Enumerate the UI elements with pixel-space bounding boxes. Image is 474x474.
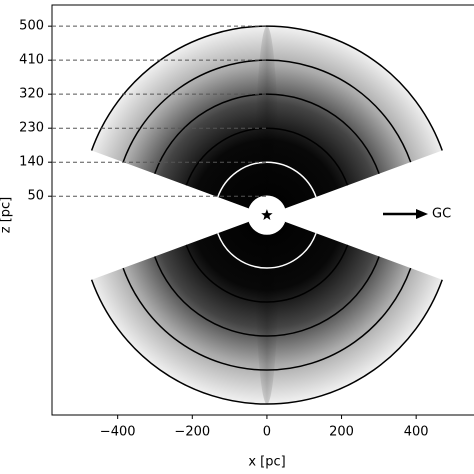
arc <box>90 25 443 151</box>
arc <box>217 161 317 198</box>
arc <box>154 256 380 337</box>
y-tick-label: 140 <box>19 155 44 170</box>
y-tick-label: 500 <box>19 19 44 34</box>
y-tick-label: 410 <box>19 53 44 68</box>
x-tick-label: 400 <box>404 425 429 440</box>
y-axis-label: z [pc] <box>0 197 14 234</box>
x-tick-label: 200 <box>329 425 354 440</box>
arc <box>122 267 412 371</box>
arrow-head <box>416 209 428 219</box>
y-tick-label: 320 <box>19 87 44 102</box>
y-tick-label: 230 <box>19 121 44 136</box>
arc <box>185 244 349 303</box>
arc <box>217 232 317 269</box>
x-axis-label: x [pc] <box>248 455 285 470</box>
x-tick-label: −200 <box>174 425 210 440</box>
sun-marker <box>261 209 273 220</box>
density-column <box>254 26 279 216</box>
arc <box>185 127 349 186</box>
y-tick-label: 50 <box>27 189 44 204</box>
x-tick-label: −400 <box>100 425 136 440</box>
arc <box>90 279 443 405</box>
arc <box>154 93 380 174</box>
plot-area <box>90 25 443 405</box>
density-column <box>254 215 279 405</box>
x-tick-label: 0 <box>263 425 271 440</box>
arc <box>122 59 412 163</box>
annotation: GC <box>432 207 451 222</box>
